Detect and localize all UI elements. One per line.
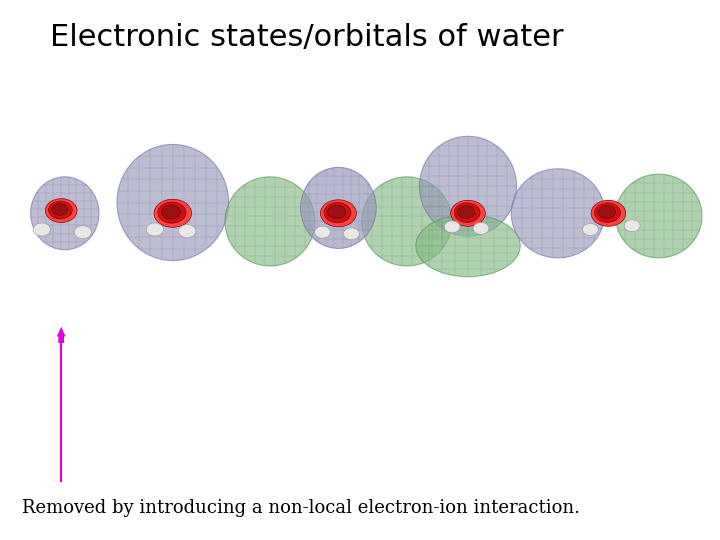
Ellipse shape [117, 144, 228, 261]
Ellipse shape [419, 136, 517, 237]
Circle shape [161, 205, 180, 219]
Circle shape [146, 223, 163, 236]
FancyArrow shape [57, 327, 66, 343]
Circle shape [624, 220, 640, 232]
Ellipse shape [616, 174, 702, 258]
Circle shape [74, 226, 91, 239]
Text: Removed by introducing a non-local electron-ion interaction.: Removed by introducing a non-local elect… [22, 498, 580, 517]
Circle shape [320, 200, 356, 227]
Circle shape [458, 206, 475, 219]
Ellipse shape [511, 168, 605, 258]
Circle shape [48, 201, 72, 219]
Circle shape [52, 204, 68, 215]
Circle shape [328, 205, 346, 219]
Circle shape [454, 203, 480, 222]
Circle shape [595, 203, 621, 222]
Circle shape [154, 199, 192, 227]
Circle shape [598, 206, 616, 219]
Circle shape [33, 223, 50, 236]
Circle shape [158, 202, 186, 223]
Ellipse shape [225, 177, 315, 266]
Circle shape [324, 202, 351, 222]
Ellipse shape [361, 177, 452, 266]
Circle shape [451, 200, 485, 226]
Ellipse shape [301, 167, 377, 248]
Ellipse shape [416, 215, 521, 277]
Circle shape [179, 225, 196, 238]
Circle shape [444, 221, 460, 233]
Circle shape [591, 200, 626, 226]
Circle shape [343, 228, 359, 240]
Text: Electronic states/orbitals of water: Electronic states/orbitals of water [50, 23, 564, 52]
Circle shape [315, 226, 330, 238]
Ellipse shape [30, 177, 99, 249]
Circle shape [45, 199, 77, 222]
Circle shape [473, 222, 489, 234]
Circle shape [582, 224, 598, 235]
